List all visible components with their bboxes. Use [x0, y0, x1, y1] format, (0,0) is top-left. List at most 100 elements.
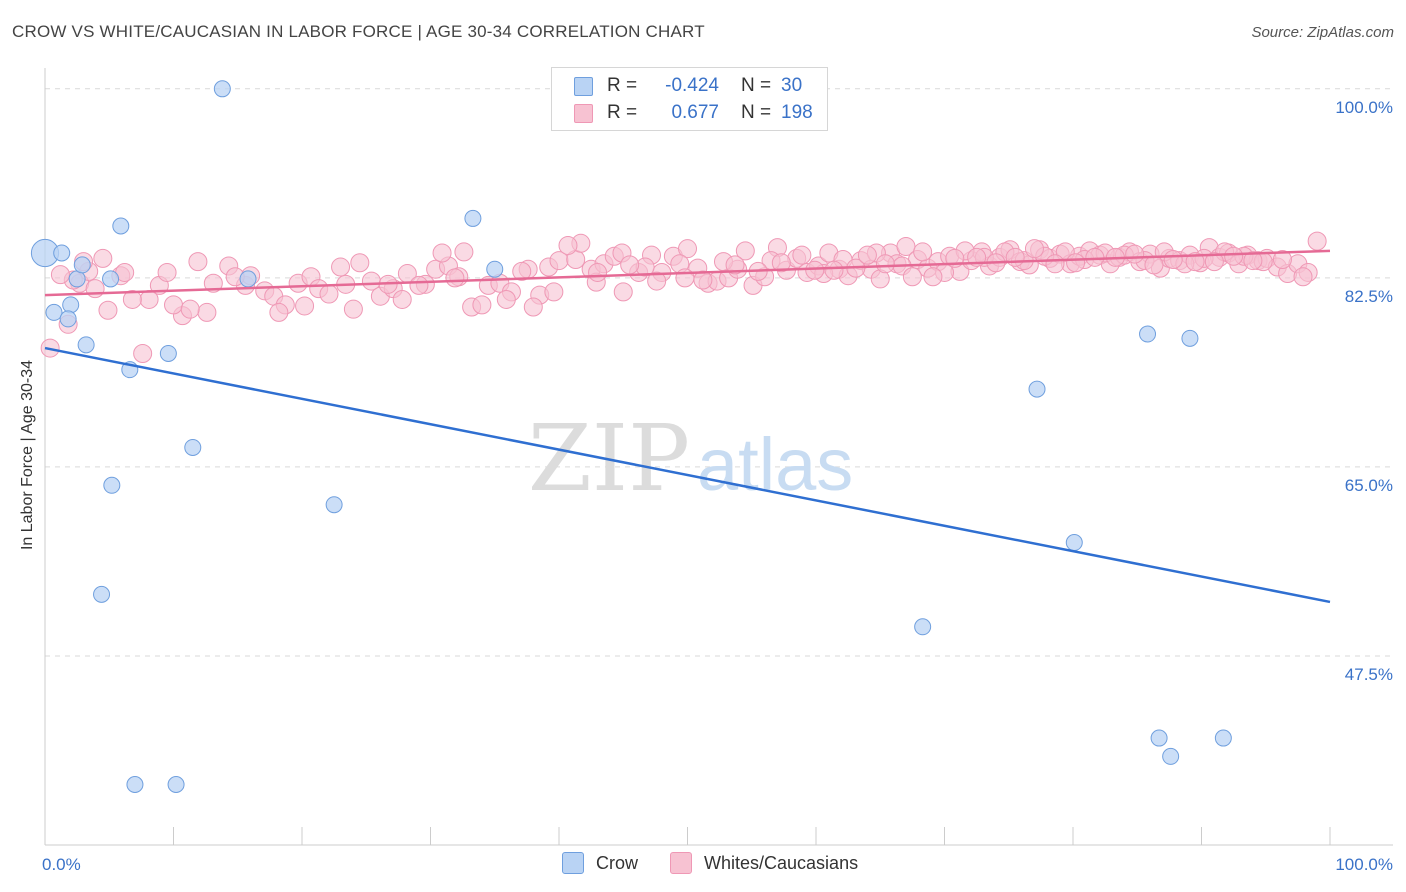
white-point [678, 239, 697, 259]
series-whites-caucasians [40, 231, 1327, 363]
trend-lines [44, 249, 1331, 604]
crow-point [486, 260, 504, 278]
crow-point [167, 776, 185, 794]
white-point [771, 253, 791, 273]
white-point [544, 282, 564, 302]
white-point [409, 275, 429, 295]
stats-legend: R = -0.424 N = 30 R = 0.677 N = 198 [551, 67, 828, 131]
whites-legend-label: Whites/Caucasians [704, 852, 859, 873]
crow-point [102, 270, 120, 288]
white-point [613, 282, 633, 302]
crow-point [184, 438, 202, 456]
white-point [693, 270, 713, 290]
white-point [857, 245, 877, 265]
white-point [392, 289, 412, 309]
white-point [1005, 247, 1025, 267]
white-point [445, 268, 465, 288]
white-point [1307, 231, 1327, 251]
gridlines [45, 88, 1393, 657]
white-point [319, 284, 339, 304]
white-point [93, 248, 113, 268]
white-point [133, 343, 153, 363]
y-tick-label: 65.0% [1345, 476, 1393, 495]
white-point [1293, 267, 1313, 287]
crow-point [914, 618, 932, 636]
source-credit: Source: ZipAtlas.com [1251, 24, 1394, 41]
white-point [588, 262, 608, 282]
r-label: R = [607, 102, 638, 123]
white-point [1125, 244, 1145, 264]
legend-item-crow: Crow [562, 852, 638, 874]
white-point [295, 296, 315, 316]
white-point [197, 302, 217, 322]
legend-row-crow: R = -0.424 N = 30 [574, 74, 802, 98]
series-crow [30, 80, 1232, 794]
white-point [85, 279, 105, 299]
crow-point [464, 209, 482, 227]
whites-n-value: 198 [781, 102, 813, 123]
crow-point [1162, 747, 1180, 765]
white-point [647, 271, 667, 291]
white-point [1272, 249, 1292, 269]
white-point [1085, 247, 1105, 267]
crow-point [112, 217, 130, 235]
crow-point [53, 244, 71, 262]
white-point [725, 255, 745, 275]
white-point [675, 268, 695, 288]
white-point [496, 289, 516, 309]
crow-point [59, 310, 77, 328]
crow-swatch [574, 76, 593, 96]
crow-point [1065, 534, 1083, 552]
whites-r-value: 0.677 [671, 102, 719, 123]
axes [44, 68, 1393, 846]
white-point [1045, 254, 1065, 274]
crow-point [1214, 729, 1232, 747]
crow-point [213, 80, 231, 98]
n-label: N = [741, 75, 772, 96]
y-tick-label: 47.5% [1345, 665, 1393, 684]
crow-point [325, 496, 343, 514]
whites-legend-swatch [670, 852, 693, 874]
white-point [1185, 252, 1205, 272]
watermark: ZIPatlas [528, 405, 853, 512]
legend-row-whites: R = 0.677 N = 198 [574, 101, 813, 125]
white-point [331, 257, 351, 277]
white-point [1224, 246, 1244, 266]
white-point [805, 260, 825, 280]
white-point [523, 297, 543, 317]
legend-item-whites: Whites/Caucasians [670, 852, 858, 874]
y-axis-label: In Labor Force | Age 30-34 [19, 359, 36, 551]
crow-trend-line [44, 346, 1331, 604]
white-point [472, 295, 492, 315]
x-tick-label-max: 100.0% [1335, 855, 1393, 874]
crow-legend-label: Crow [596, 852, 639, 873]
white-point [902, 267, 922, 287]
white-point [269, 302, 289, 322]
white-point [923, 267, 943, 287]
y-tick-label: 100.0% [1335, 98, 1393, 117]
white-point [735, 241, 755, 261]
white-point [203, 273, 223, 293]
crow-point [103, 476, 121, 494]
whites-swatch [574, 103, 593, 123]
white-point [50, 265, 70, 285]
white-point [620, 255, 640, 275]
crow-legend-swatch [562, 852, 584, 874]
crow-point [77, 336, 95, 354]
white-point [913, 242, 933, 262]
white-point [1024, 239, 1044, 259]
crow-point [1028, 380, 1046, 398]
series-legend: Crow Whites/Caucasians [562, 852, 890, 874]
crow-point [73, 256, 91, 274]
n-label: N = [741, 102, 772, 123]
x-tick-label-min: 0.0% [42, 855, 81, 874]
white-point [454, 242, 474, 262]
crow-n-value: 30 [781, 75, 803, 96]
white-point [188, 252, 208, 272]
crow-r-value: -0.424 [665, 75, 719, 96]
white-point [875, 254, 895, 274]
white-point [343, 299, 363, 319]
crow-point [1150, 729, 1168, 747]
crow-point [126, 776, 144, 794]
